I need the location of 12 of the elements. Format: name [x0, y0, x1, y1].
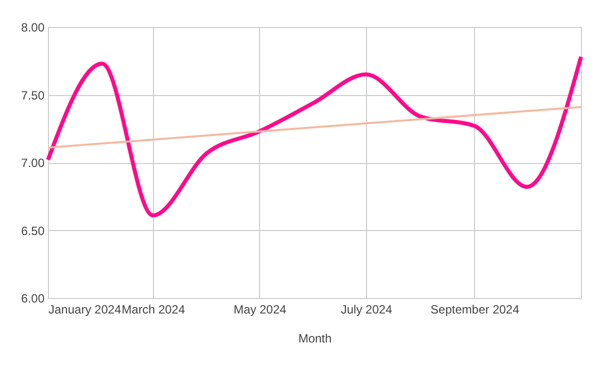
x-tick-label: July 2024: [340, 302, 393, 316]
y-tick-label: 6.00: [21, 292, 45, 306]
x-axis-title: Month: [298, 332, 332, 346]
y-tick-label: 8.00: [21, 20, 45, 34]
x-tick-label: September 2024: [430, 302, 520, 316]
line-series: [46, 54, 583, 218]
x-tick-label: January 2024: [48, 302, 122, 316]
y-tick-label: 7.00: [21, 156, 45, 170]
x-tick-label: March 2024: [122, 302, 186, 316]
y-tick-label: 6.50: [21, 224, 45, 238]
y-tick-label: 7.50: [21, 88, 45, 102]
x-tick-label: May 2024: [234, 302, 287, 316]
